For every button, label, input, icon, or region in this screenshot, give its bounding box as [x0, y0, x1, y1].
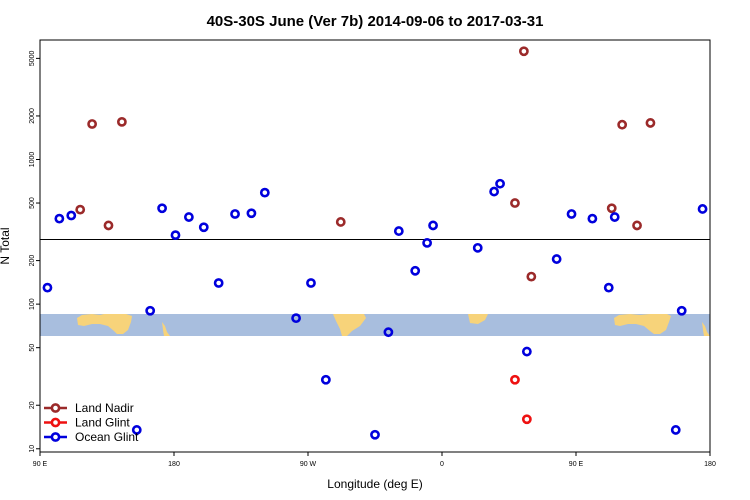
ocean-glint-point: [54, 213, 65, 224]
south-america-landmass: [333, 314, 366, 336]
y-tick-label: 100: [29, 298, 36, 310]
ocean-glint-point: [428, 220, 438, 231]
legend-label-land-glint: Land Glint: [75, 416, 130, 430]
land-glint-point: [510, 374, 520, 385]
x-axis-label: Longitude (deg E): [327, 477, 422, 491]
ocean-glint-point: [609, 212, 620, 222]
ocean-glint-point: [566, 209, 577, 219]
australia-landmass-2: [614, 314, 671, 334]
y-tick-label: 20: [29, 401, 36, 409]
ocean-glint-point: [259, 187, 270, 198]
land-glint-point: [521, 414, 532, 425]
ocean-glint-point: [198, 222, 209, 233]
ocean-glint-point: [246, 208, 257, 219]
ocean-glint-point: [676, 305, 687, 316]
y-tick-label: 50: [29, 344, 36, 352]
ocean-glint-point: [145, 305, 156, 316]
legend-label-ocean-glint: Ocean Glint: [75, 430, 139, 444]
y-tick-label: 2000: [29, 108, 36, 124]
ocean-glint-point: [670, 425, 681, 435]
land-nadir-point: [518, 46, 529, 57]
ocean-glint-point: [320, 374, 331, 385]
ocean-glint-point: [370, 429, 380, 440]
land-nadir-point: [75, 204, 86, 215]
y-tick-label: 10: [29, 445, 36, 453]
ocean-glint-point: [213, 278, 224, 288]
map-ocean: [40, 314, 710, 336]
x-tick-label: 90 E: [569, 461, 584, 468]
ocean-glint-point: [422, 238, 433, 248]
ocean-glint-point: [66, 210, 77, 221]
legend-label-land-nadir: Land Nadir: [75, 401, 134, 415]
y-tick-label: 5000: [29, 50, 36, 66]
land-nadir-point: [617, 119, 628, 130]
y-axis-label: N Total: [0, 227, 12, 264]
new-zealand-landmass-2: [702, 322, 710, 336]
ocean-glint-point: [472, 242, 483, 253]
x-tick-label: 90 W: [300, 461, 317, 468]
australia-landmass: [77, 314, 132, 334]
ocean-glint-point: [489, 186, 500, 197]
legend-marker-land-glint: [50, 417, 61, 428]
ocean-glint-point: [697, 204, 708, 214]
land-nadir-point: [526, 271, 537, 282]
ocean-glint-point: [587, 213, 598, 224]
ocean-glint-point: [170, 230, 181, 241]
land-nadir-point: [606, 203, 617, 214]
legend-marker-land-nadir: [50, 403, 61, 413]
ocean-glint-point: [495, 178, 505, 189]
land-nadir-point: [645, 118, 656, 128]
ocean-glint-point: [383, 327, 394, 338]
ocean-glint-point: [521, 346, 532, 357]
ocean-glint-point: [603, 282, 614, 293]
legend-marker-ocean-glint: [50, 432, 61, 442]
ocean-glint-point: [393, 226, 404, 236]
ocean-glint-point: [306, 278, 316, 288]
ocean-glint-point: [551, 254, 562, 264]
land-nadir-point: [116, 116, 127, 127]
land-nadir-point: [510, 198, 520, 208]
x-tick-label: 90 E: [33, 461, 48, 468]
ocean-glint-point: [291, 313, 301, 324]
plot-frame: [39, 39, 711, 453]
x-axis: 90 E 180 90 W 0 90 E 180: [33, 452, 716, 468]
ocean-glint-point: [42, 282, 53, 293]
y-tick-label: 200: [29, 255, 36, 267]
ocean-glint-point: [131, 425, 142, 435]
land-nadir-point: [103, 220, 114, 231]
x-tick-label: 180: [168, 461, 180, 468]
land-nadir-point: [632, 220, 642, 231]
y-axis: 10 20 50 100 200 500 1000 2000 5000: [29, 50, 40, 453]
map-inset: [40, 314, 710, 336]
ocean-glint-point: [157, 203, 167, 214]
land-nadir-point: [335, 217, 346, 227]
x-tick-label: 0: [440, 461, 444, 468]
africa-landmass: [468, 314, 488, 324]
chart-title: 40S-30S June (Ver 7b) 2014-09-06 to 2017…: [207, 13, 544, 30]
x-tick-label: 180: [704, 461, 716, 468]
new-zealand-landmass: [162, 322, 170, 336]
y-tick-label: 1000: [29, 152, 36, 168]
land-nadir-point: [87, 119, 98, 129]
ocean-glint-point: [410, 265, 421, 276]
ocean-glint-point: [183, 212, 194, 222]
ocean-glint-point: [230, 209, 240, 219]
y-tick-label: 500: [29, 197, 36, 209]
data-points: [42, 46, 708, 440]
